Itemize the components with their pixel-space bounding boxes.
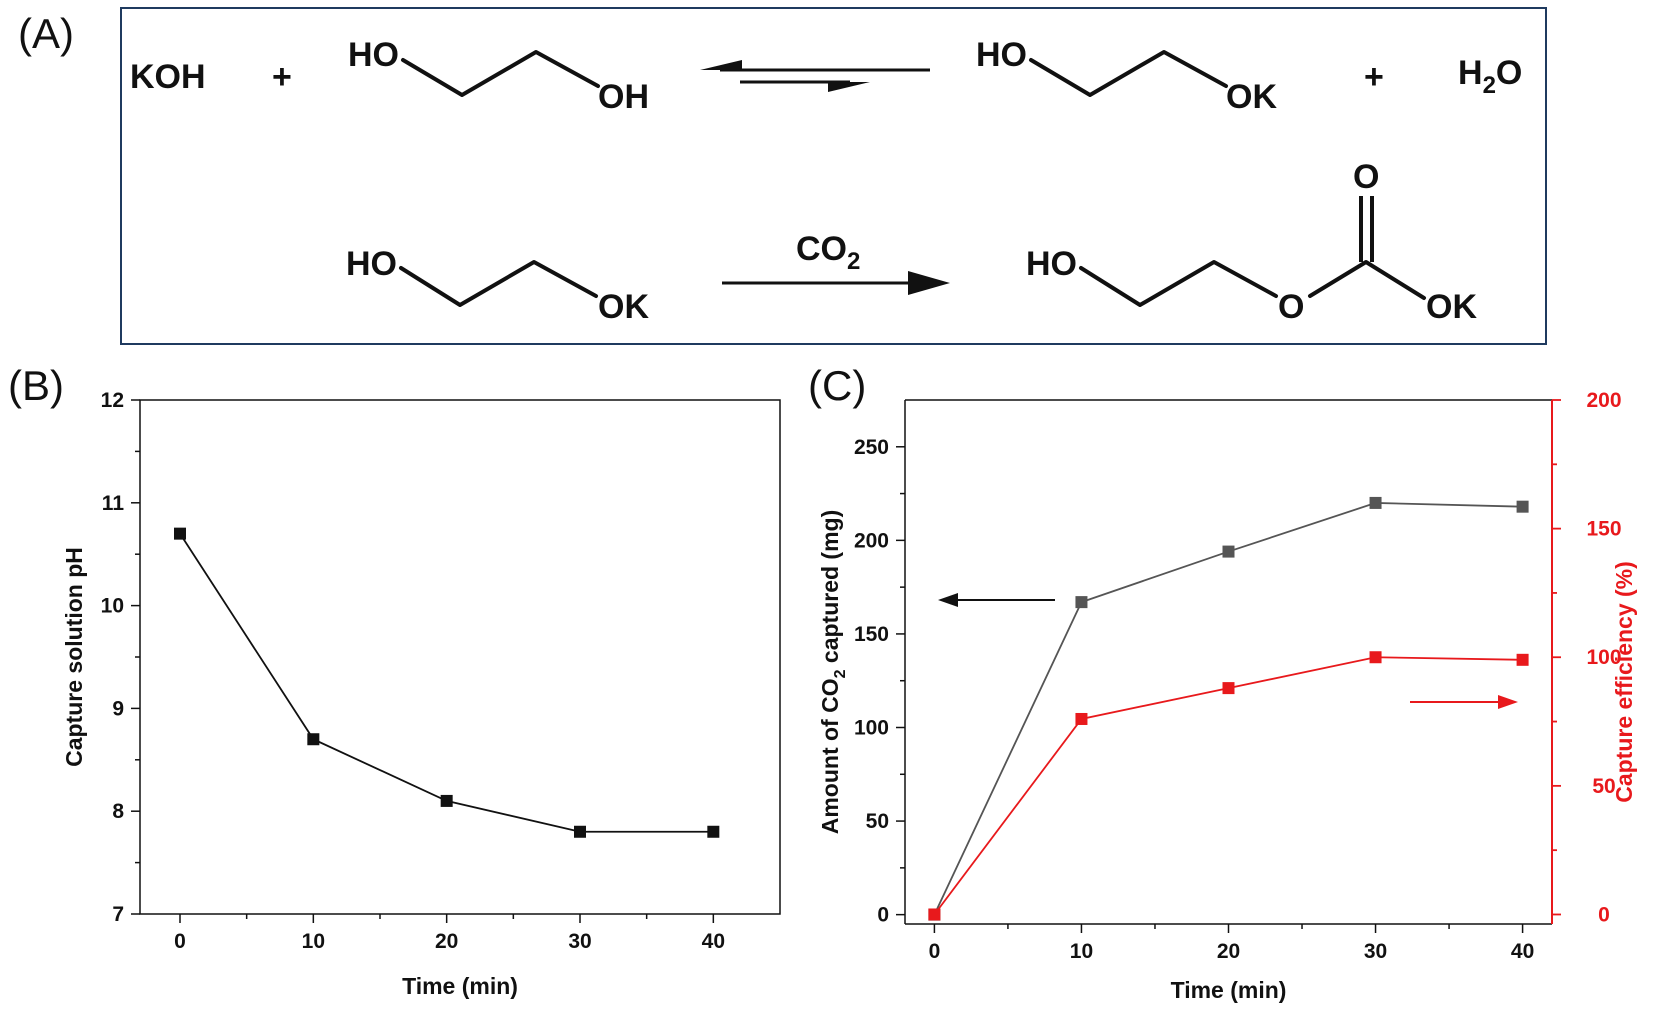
x-tick-label-b: 40 — [702, 930, 725, 953]
left-tick-label-c: 0 — [877, 904, 889, 927]
chart-ph-vs-time: 0 10 20 30 40 7 8 9 10 11 12 Time (min) Capture solu… — [61, 389, 781, 999]
left-tick-label-c: 100 — [854, 717, 889, 740]
data-point-left — [1222, 545, 1235, 558]
left-tick-label-c: 200 — [854, 529, 889, 552]
x-tick-label-c: 0 — [929, 940, 941, 963]
y-tick-label-b: 10 — [101, 595, 124, 618]
x-tick-label-c: 30 — [1364, 940, 1387, 963]
koh-label: KOH — [130, 58, 206, 96]
y-tick-label-b: 11 — [102, 492, 125, 515]
right-tick-label-c: 150 — [1586, 518, 1621, 541]
potassium-glycoxide-ho: HO — [976, 36, 1027, 74]
x-tick-label-b: 0 — [174, 930, 186, 953]
y-tick-label-b: 12 — [101, 389, 124, 412]
x-tick-label-c: 10 — [1070, 940, 1093, 963]
x-tick-label-c: 20 — [1217, 940, 1240, 963]
y-tick-label-b: 8 — [112, 800, 124, 823]
ethylene-glycol-ho: HO — [348, 36, 399, 74]
data-point-b — [440, 794, 453, 807]
reactant-glycoxide-ok: OK — [598, 288, 649, 326]
left-tick-label-c: 50 — [866, 810, 889, 833]
y-axis-title-b: Capture solution pH — [61, 547, 87, 767]
co2-reagent-label: CO2 — [796, 230, 860, 275]
data-point-left — [1516, 500, 1529, 513]
equilibrium-arrow — [700, 60, 930, 92]
right-axis-title-c: Capture efficiency (%) — [1611, 561, 1637, 803]
plus-sign-1: + — [272, 58, 292, 96]
carbonate-ok-bonds — [1308, 260, 1426, 300]
plot-frame-b — [139, 399, 781, 915]
right-tick-label-c: 200 — [1586, 389, 1621, 412]
x-axis-title-c: Time (min) — [1171, 977, 1287, 1003]
series-line-b — [179, 533, 714, 833]
potassium-glycoxide-ok: OK — [1226, 78, 1277, 116]
carbonate-ester-o: O — [1278, 288, 1304, 326]
right-tick-label-c: 50 — [1592, 775, 1615, 798]
x-tick-label-c: 40 — [1511, 940, 1534, 963]
data-point-right — [928, 908, 941, 921]
carbonyl-o: O — [1353, 158, 1379, 196]
scheme-frame — [120, 7, 1547, 345]
reaction-arrow — [722, 271, 950, 295]
y-tick-label-b: 7 — [112, 903, 124, 926]
data-point-b — [174, 527, 186, 540]
carbonate-ho: HO — [1026, 245, 1077, 283]
x-tick-label-b: 20 — [435, 930, 458, 953]
ethylene-glycol-oh: OH — [598, 78, 649, 116]
data-point-b — [307, 733, 320, 746]
x-axis-title-b: Time (min) — [402, 973, 518, 999]
reactant-glycoxide-ho: HO — [346, 245, 397, 283]
data-point-left — [1075, 596, 1088, 609]
y-tick-label-b: 9 — [112, 697, 124, 720]
plus-sign-2: + — [1364, 58, 1384, 96]
panel-label-b: (B) — [8, 362, 64, 409]
left-tick-label-c: 250 — [854, 436, 889, 459]
left-tick-label-c: 150 — [854, 623, 889, 646]
carbonate-ok: OK — [1426, 288, 1477, 326]
data-point-right — [1222, 682, 1235, 695]
reaction-scheme: KOH + HO OH HO OK + H2O HO OK CO2 HO O — [120, 7, 1547, 345]
potassium-glycoxide-bonds — [1029, 50, 1228, 97]
data-point-left — [1369, 496, 1382, 509]
right-tick-label-c: 0 — [1598, 903, 1610, 926]
ethylene-glycol-bonds — [401, 50, 600, 97]
data-point-b — [707, 825, 720, 838]
panel-label-a: (A) — [18, 10, 74, 57]
water-label: H2O — [1458, 54, 1522, 99]
left-axis-indicator-arrowhead — [938, 593, 958, 607]
x-tick-label-b: 10 — [302, 930, 325, 953]
chart-co2-captured: 0 10 20 30 40 0 50 100 150 200 250 0 50 100 150 200 Time… — [817, 389, 1637, 1003]
right-tick-label-c: 100 — [1586, 646, 1621, 669]
data-point-right — [1075, 712, 1088, 725]
right-axis-indicator-arrowhead — [1498, 695, 1518, 709]
series-line-right — [933, 656, 1523, 916]
series-line-left — [933, 502, 1523, 916]
data-point-right — [1516, 653, 1529, 666]
panel-label-c: (C) — [808, 362, 866, 409]
data-point-right — [1369, 651, 1382, 664]
carbonate-chain-bonds — [1079, 260, 1278, 307]
reactant-glycoxide-bonds — [399, 260, 598, 307]
data-point-b — [574, 825, 586, 838]
x-tick-label-b: 30 — [568, 930, 591, 953]
left-axis-title-c: Amount of CO2 captured (mg) — [817, 510, 849, 835]
